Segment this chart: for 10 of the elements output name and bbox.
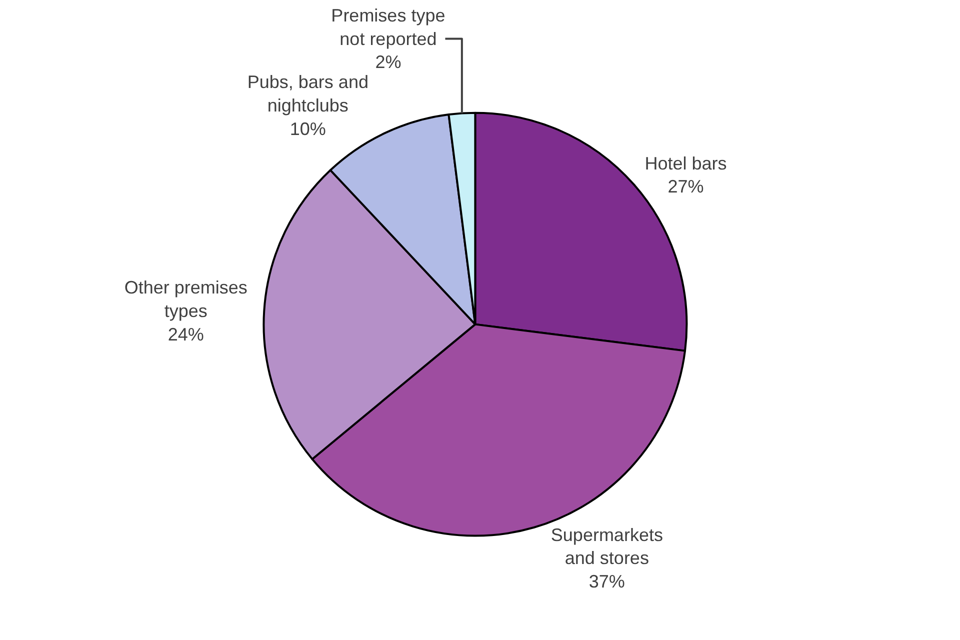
- slice-label: Pubs, bars and nightclubs: [247, 72, 368, 116]
- slice-label: Premises type not reported: [331, 5, 446, 49]
- slice-label: Hotel bars: [644, 153, 727, 174]
- slice-label: Supermarkets and stores: [550, 524, 663, 568]
- data-label: 27%: [668, 176, 704, 197]
- data-label: 2%: [375, 52, 402, 72]
- slice-label: Other premises types: [124, 277, 248, 321]
- data-label: 37%: [588, 572, 625, 592]
- data-label: 10%: [290, 119, 326, 140]
- data-label: 24%: [168, 324, 204, 344]
